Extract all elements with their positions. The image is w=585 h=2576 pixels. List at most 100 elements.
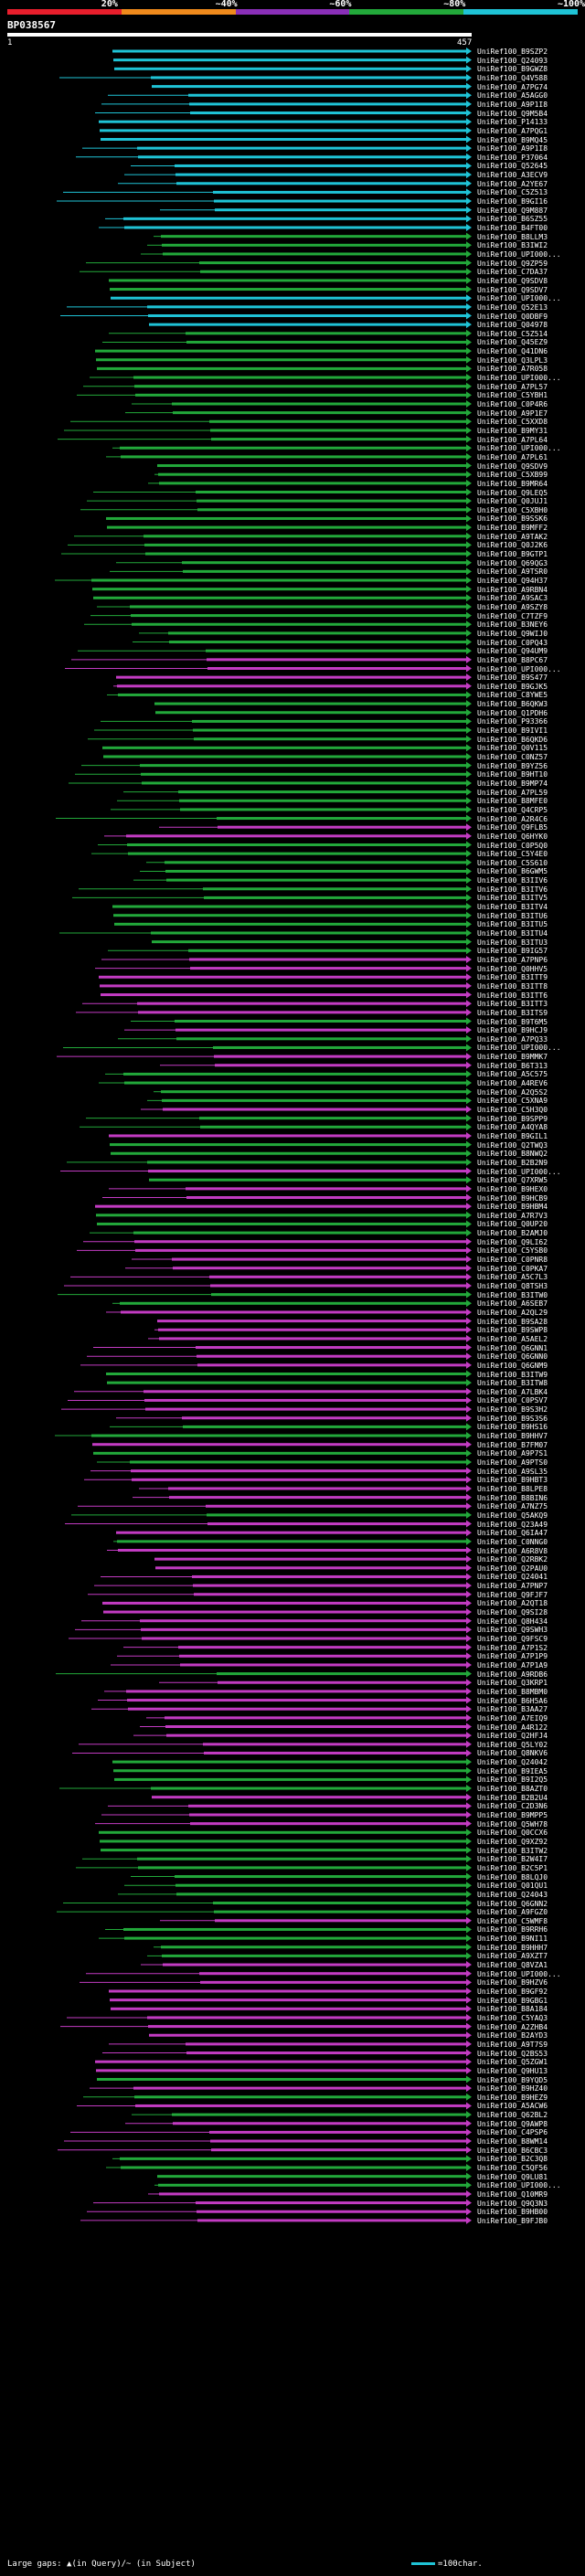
hit-label[interactable]: UniRef100_B3ITW0	[477, 1290, 548, 1299]
hit-label[interactable]: UniRef100_C5YAQ3	[477, 2013, 548, 2022]
hit-label[interactable]: UniRef100_B9HEX0	[477, 1184, 548, 1193]
hit-label[interactable]: UniRef100_Q5LY02	[477, 1740, 548, 1749]
hit-label[interactable]: UniRef100_Q8NKV6	[477, 1749, 548, 1758]
hit-label[interactable]: UniRef100_B9IVI1	[477, 726, 548, 736]
hit-label[interactable]: UniRef100_B9FJB0	[477, 2216, 548, 2225]
hit-label[interactable]: UniRef100_Q24042	[477, 1758, 548, 1767]
hit-label[interactable]: UniRef100_B9SA28	[477, 1317, 548, 1326]
hit-label[interactable]: UniRef100_Q9M887	[477, 206, 548, 215]
hit-label[interactable]: UniRef100_Q9LU81	[477, 2172, 548, 2181]
hit-label[interactable]: UniRef100_B9HCJ9	[477, 1026, 548, 1035]
hit-label[interactable]: UniRef100_B3ITU5	[477, 920, 548, 929]
hit-label[interactable]: UniRef100_B3ITV5	[477, 894, 548, 903]
hit-label[interactable]: UniRef100_B8AZT0	[477, 1785, 548, 1794]
hit-label[interactable]: UniRef100_Q9FJF7	[477, 1590, 548, 1599]
hit-label[interactable]: UniRef100_Q0HHV5	[477, 964, 548, 973]
hit-label[interactable]: UniRef100_Q9FLB5	[477, 823, 548, 832]
hit-label[interactable]: UniRef100_Q9FSC9	[477, 1635, 548, 1643]
hit-label[interactable]: UniRef100_A9PTS0	[477, 1458, 548, 1467]
hit-label[interactable]: UniRef100_Q9WIJ0	[477, 629, 548, 638]
hit-label[interactable]: UniRef100_B6QKD6	[477, 735, 548, 744]
hit-label[interactable]: UniRef100_A7P1P9	[477, 1652, 548, 1661]
hit-label[interactable]: UniRef100_B9MR64	[477, 479, 548, 488]
hit-label[interactable]: UniRef100_P93366	[477, 717, 548, 726]
hit-label[interactable]: UniRef100_A7PL57	[477, 382, 548, 391]
hit-label[interactable]: UniRef100_UPI000...	[477, 664, 561, 673]
hit-label[interactable]: UniRef100_A9TAK2	[477, 532, 548, 541]
hit-label[interactable]: UniRef100_Q24093	[477, 56, 548, 65]
hit-label[interactable]: UniRef100_UPI000...	[477, 2181, 561, 2190]
hit-label[interactable]: UniRef100_A5AGG0	[477, 91, 548, 101]
hit-label[interactable]: UniRef100_Q2TWQ3	[477, 1140, 548, 1150]
hit-label[interactable]: UniRef100_Q2PAU0	[477, 1564, 548, 1573]
hit-label[interactable]: UniRef100_C5Y4E0	[477, 850, 548, 859]
hit-label[interactable]: UniRef100_UPI000...	[477, 444, 561, 453]
hit-label[interactable]: UniRef100_Q0UP20	[477, 1220, 548, 1229]
hit-label[interactable]: UniRef100_B9S3H2	[477, 1405, 548, 1415]
hit-label[interactable]: UniRef100_C2D3N6	[477, 1802, 548, 1811]
hit-label[interactable]: UniRef100_Q4CRP5	[477, 805, 548, 814]
hit-label[interactable]: UniRef100_A4REV6	[477, 1079, 548, 1088]
hit-label[interactable]: UniRef100_A9P7S1	[477, 1449, 548, 1458]
hit-label[interactable]: UniRef100_A5C7L3	[477, 1273, 548, 1282]
hit-label[interactable]: UniRef100_Q0CCX6	[477, 1829, 548, 1838]
hit-label[interactable]: UniRef100_B9T6M5	[477, 1017, 548, 1026]
hit-label[interactable]: UniRef100_Q04978	[477, 321, 548, 330]
hit-label[interactable]: UniRef100_B9HZ40	[477, 2084, 548, 2094]
hit-label[interactable]: UniRef100_Q9ZP59	[477, 259, 548, 268]
hit-label[interactable]: UniRef100_B3ITW2	[477, 1846, 548, 1855]
hit-label[interactable]: UniRef100_B3ITT6	[477, 991, 548, 1000]
hit-label[interactable]: UniRef100_A2QT18	[477, 1599, 548, 1608]
hit-label[interactable]: UniRef100_B9MPP5	[477, 1811, 548, 1819]
hit-label[interactable]: UniRef100_B9GI16	[477, 197, 548, 207]
hit-label[interactable]: UniRef100_B3NEY6	[477, 620, 548, 630]
hit-label[interactable]: UniRef100_B8PC67	[477, 655, 548, 664]
hit-label[interactable]: UniRef100_Q94H37	[477, 577, 548, 585]
hit-label[interactable]: UniRef100_A5C575	[477, 1070, 548, 1079]
hit-label[interactable]: UniRef100_Q2RBK2	[477, 1555, 548, 1564]
hit-label[interactable]: UniRef100_B9NI11	[477, 1935, 548, 1944]
hit-label[interactable]: UniRef100_B8MFE0	[477, 797, 548, 806]
hit-label[interactable]: UniRef100_B9HCB9	[477, 1193, 548, 1203]
hit-label[interactable]: UniRef100_B9I2Q5	[477, 1776, 548, 1785]
hit-label[interactable]: UniRef100_Q5AKQ9	[477, 1511, 548, 1520]
hit-label[interactable]: UniRef100_C5WMF8	[477, 1916, 548, 1925]
hit-label[interactable]: UniRef100_B3ITU6	[477, 911, 548, 920]
hit-label[interactable]: UniRef100_B2C5P1	[477, 1863, 548, 1872]
hit-label[interactable]: UniRef100_B9SWP8	[477, 1326, 548, 1335]
hit-label[interactable]: UniRef100_Q8H434	[477, 1617, 548, 1626]
hit-label[interactable]: UniRef100_Q9SWH3	[477, 1626, 548, 1635]
hit-label[interactable]: UniRef100_A6SEB7	[477, 1299, 548, 1309]
hit-label[interactable]: UniRef100_C7DA37	[477, 268, 548, 277]
hit-label[interactable]: UniRef100_C5XNA9	[477, 1097, 548, 1106]
hit-label[interactable]: UniRef100_C5S610	[477, 858, 548, 867]
hit-label[interactable]: UniRef100_C0NZ57	[477, 753, 548, 761]
hit-label[interactable]: UniRef100_Q9LI62	[477, 1237, 548, 1246]
hit-label[interactable]: UniRef100_A9P1I8	[477, 100, 548, 109]
hit-label[interactable]: UniRef100_A9RDB6	[477, 1670, 548, 1679]
hit-label[interactable]: UniRef100_B9HS16	[477, 1423, 548, 1432]
hit-label[interactable]: UniRef100_A9P1E7	[477, 408, 548, 418]
hit-label[interactable]: UniRef100_A9FGZ0	[477, 1908, 548, 1917]
hit-label[interactable]: UniRef100_B9YZ56	[477, 761, 548, 770]
hit-label[interactable]: UniRef100_B2AMJ0	[477, 1229, 548, 1238]
hit-label[interactable]: UniRef100_Q2HFJ4	[477, 1732, 548, 1741]
hit-label[interactable]: UniRef100_B2B2U4	[477, 1793, 548, 1802]
hit-label[interactable]: UniRef100_B9HZV6	[477, 1978, 548, 1988]
hit-label[interactable]: UniRef100_B9YQD5	[477, 2075, 548, 2084]
hit-label[interactable]: UniRef100_C5Z514	[477, 329, 548, 338]
hit-label[interactable]: UniRef100_B9SSK6	[477, 514, 548, 524]
hit-label[interactable]: UniRef100_B9IG57	[477, 947, 548, 956]
hit-label[interactable]: UniRef100_A5ACW6	[477, 2102, 548, 2111]
hit-label[interactable]: UniRef100_A7R058	[477, 365, 548, 374]
hit-label[interactable]: UniRef100_B9MMK7	[477, 1053, 548, 1062]
hit-label[interactable]: UniRef100_B8WM14	[477, 2137, 548, 2147]
hit-label[interactable]: UniRef100_A9P1I8	[477, 144, 548, 154]
hit-label[interactable]: UniRef100_B9S3S6	[477, 1414, 548, 1423]
hit-label[interactable]: UniRef100_A7LBK4	[477, 1387, 548, 1396]
hit-label[interactable]: UniRef100_B3ITT8	[477, 981, 548, 991]
hit-label[interactable]: UniRef100_C5QF56	[477, 2164, 548, 2172]
hit-label[interactable]: UniRef100_Q9Q3N3	[477, 2199, 548, 2208]
hit-label[interactable]: UniRef100_C5XBH0	[477, 505, 548, 514]
hit-label[interactable]: UniRef100_UPI000...	[477, 294, 561, 303]
